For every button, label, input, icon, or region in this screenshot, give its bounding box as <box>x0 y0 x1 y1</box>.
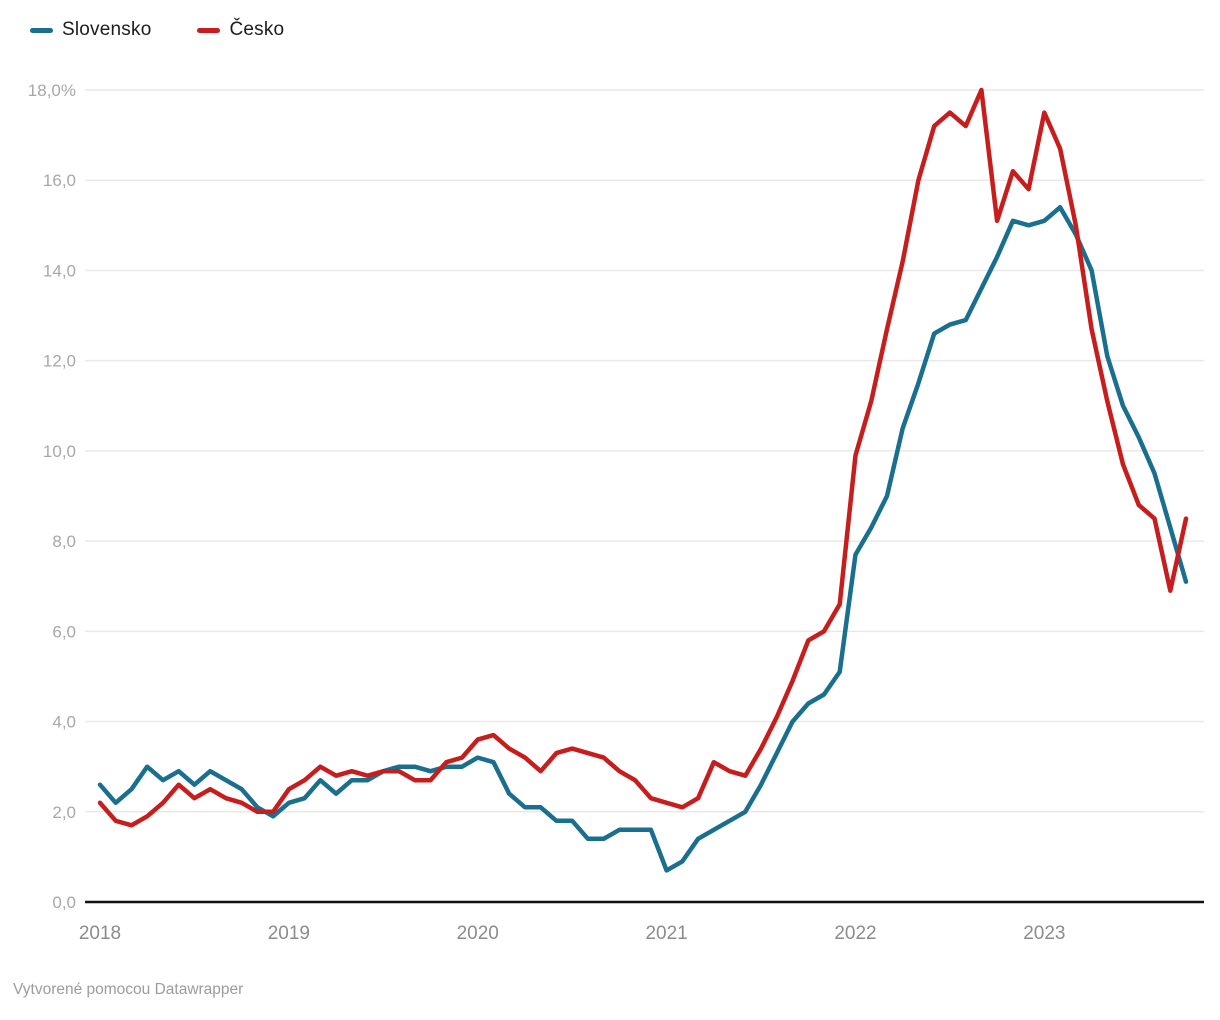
y-axis-tick-0: 0,0 <box>52 893 76 912</box>
attribution-text: Vytvorené pomocou Datawrapper <box>13 981 244 998</box>
x-axis-tick-2022: 2022 <box>834 923 876 944</box>
x-axis-tick-2023: 2023 <box>1023 923 1065 944</box>
y-axis-tick-10: 10,0 <box>43 442 76 461</box>
y-axis-tick-18: 18,0% <box>28 81 76 100</box>
legend-item-cesko: Česko <box>197 19 284 41</box>
x-axis-tick-2020: 2020 <box>457 923 499 944</box>
y-axis-tick-8: 8,0 <box>52 532 76 551</box>
y-axis-tick-4: 4,0 <box>52 713 76 732</box>
y-axis-tick-6: 6,0 <box>52 622 76 641</box>
series-line-slovensko <box>97 205 1189 873</box>
legend-label-slovensko: Slovensko <box>62 19 152 40</box>
y-axis-tick-12: 12,0 <box>43 352 76 371</box>
x-axis-tick-2021: 2021 <box>645 923 687 944</box>
legend-label-cesko: Česko <box>229 19 285 40</box>
x-axis-tick-2018: 2018 <box>79 923 121 944</box>
y-axis-tick-16: 16,0 <box>43 171 76 190</box>
series-line-cesko <box>97 87 1189 828</box>
line-swatch-cesko <box>197 27 221 33</box>
legend: Slovensko Česko <box>30 19 284 41</box>
line-swatch-slovensko <box>30 27 53 33</box>
legend-item-slovensko: Slovensko <box>30 19 151 41</box>
y-axis-tick-14: 14,0 <box>43 261 76 280</box>
y-axis-tick-2: 2,0 <box>52 803 76 822</box>
x-axis-tick-2019: 2019 <box>268 923 310 944</box>
